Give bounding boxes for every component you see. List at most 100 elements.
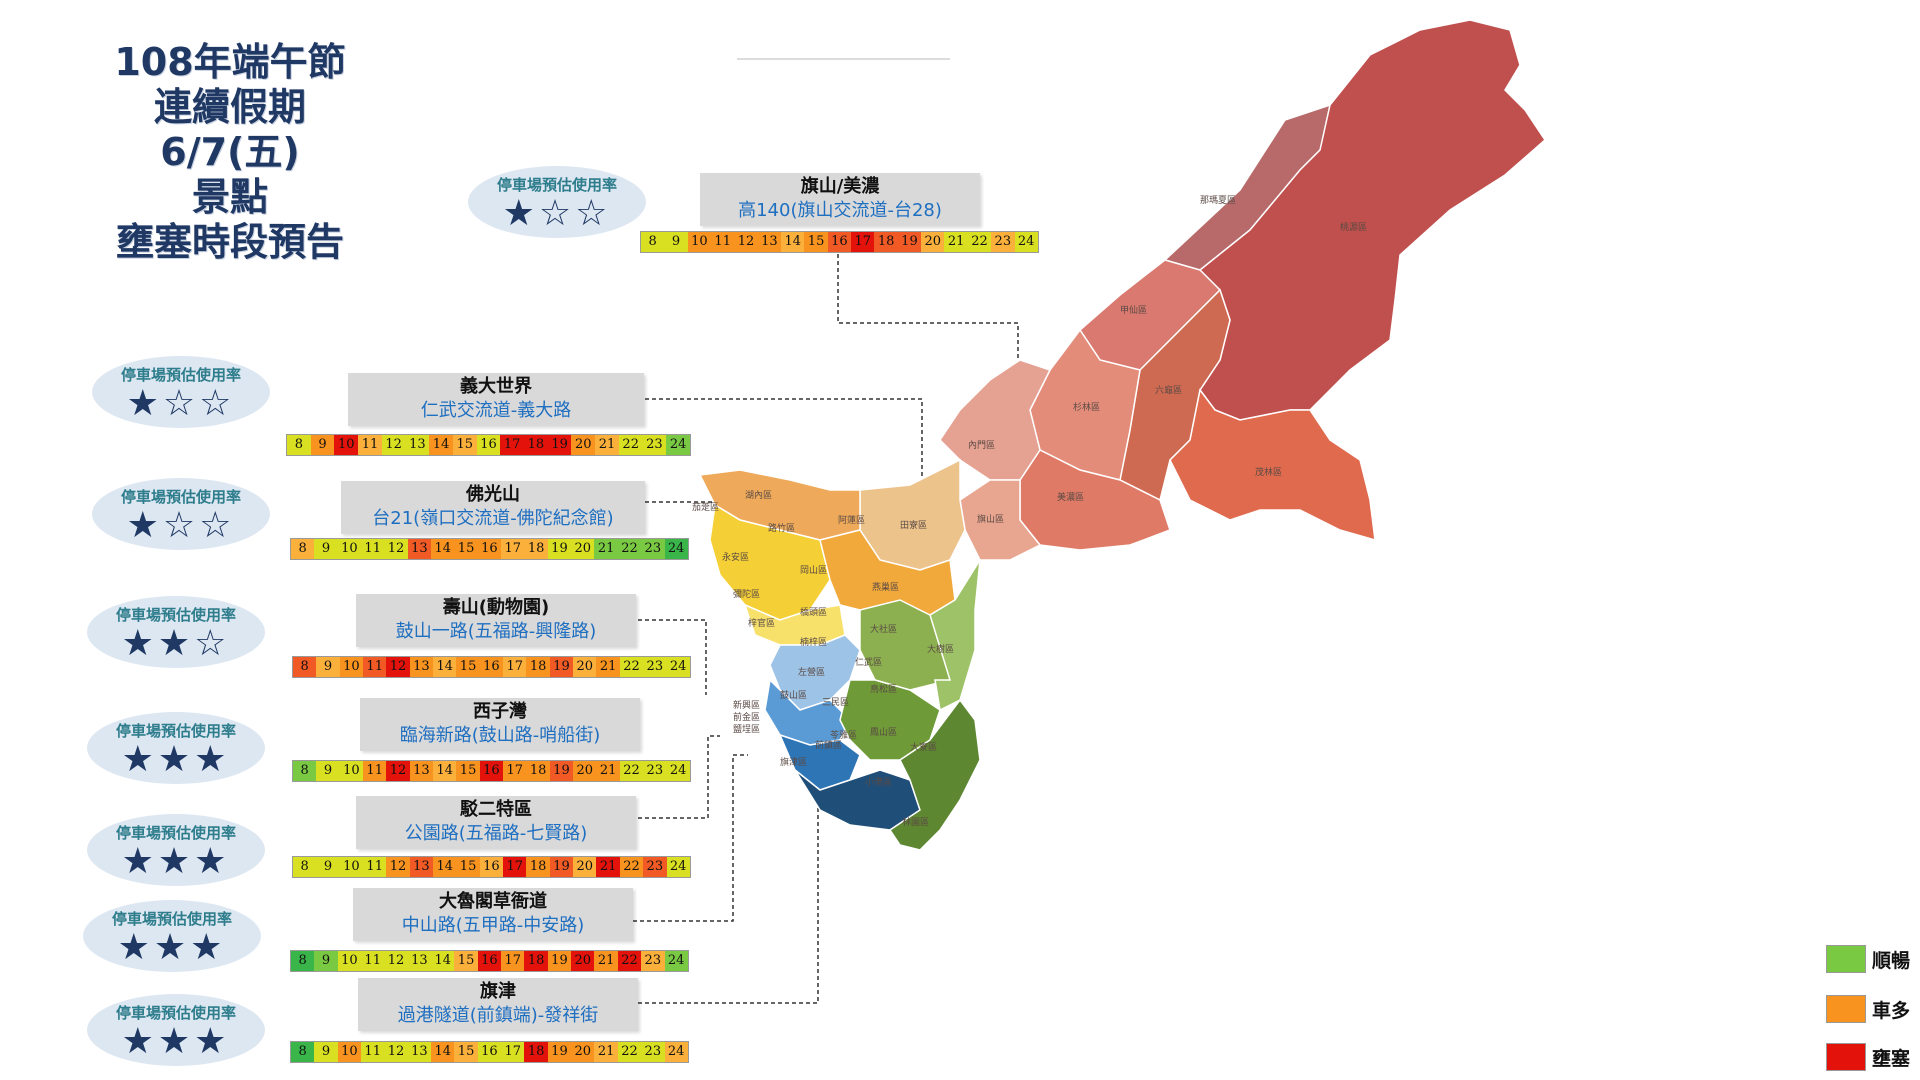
location-road: 鼓山一路(五福路-興隆路) bbox=[395, 621, 597, 642]
hour-cell: 20 bbox=[571, 539, 595, 559]
location-name: 佛光山 bbox=[466, 484, 520, 505]
connector-shoushan bbox=[638, 619, 707, 695]
hour-cell: 22 bbox=[617, 539, 642, 559]
hour-cell: 18 bbox=[524, 1042, 548, 1062]
hour-cell: 20 bbox=[573, 857, 597, 877]
hour-cell: 19 bbox=[549, 761, 574, 781]
star-rating-icon: ★☆☆ bbox=[502, 193, 612, 234]
hour-cell: 10 bbox=[339, 761, 364, 781]
hour-cell: 15 bbox=[454, 539, 478, 559]
hour-cell: 10 bbox=[687, 232, 712, 252]
location-road: 仁武交流道-義大路 bbox=[420, 400, 572, 421]
svg-text:大樹區: 大樹區 bbox=[927, 643, 954, 655]
location-road: 過港隧道(前鎮端)-發祥街 bbox=[397, 1005, 599, 1026]
svg-text:鼓山區: 鼓山區 bbox=[780, 689, 807, 701]
hour-cell: 9 bbox=[316, 857, 340, 877]
hour-cell: 11 bbox=[711, 232, 735, 252]
svg-text:小港區: 小港區 bbox=[865, 776, 892, 788]
hour-cell: 14 bbox=[433, 857, 457, 877]
svg-text:旗津區: 旗津區 bbox=[780, 756, 807, 768]
hour-cell: 24 bbox=[1014, 232, 1038, 252]
hour-cell: 16 bbox=[477, 1042, 502, 1062]
svg-text:永安區: 永安區 bbox=[722, 551, 749, 563]
hour-cell: 8 bbox=[293, 761, 317, 781]
hour-cell: 10 bbox=[337, 951, 362, 971]
hour-cell: 24 bbox=[664, 539, 688, 559]
connector-qijin bbox=[638, 760, 819, 1004]
hour-cell: 12 bbox=[734, 232, 758, 252]
parking-rating-qijin: 停車場預估使用率 ★★★ bbox=[87, 994, 265, 1066]
hour-cell: 10 bbox=[334, 435, 359, 455]
hour-cell: 11 bbox=[363, 857, 387, 877]
hour-cell: 11 bbox=[363, 657, 387, 677]
legend-label-jam: 壅塞 bbox=[1872, 1048, 1911, 1070]
hour-cell: 21 bbox=[595, 435, 619, 455]
hour-cell: 11 bbox=[361, 539, 385, 559]
parking-rating-foguang: 停車場預估使用率 ★☆☆ bbox=[92, 478, 270, 550]
star-rating-icon: ★☆☆ bbox=[126, 383, 236, 424]
hour-cell: 14 bbox=[429, 435, 453, 455]
hour-cell: 14 bbox=[431, 539, 455, 559]
location-box-shoushan: 壽山(動物園) 鼓山一路(五福路-興隆路) bbox=[356, 594, 636, 647]
hour-cell: 24 bbox=[664, 951, 688, 971]
hour-cell: 24 bbox=[666, 761, 690, 781]
hour-cell: 14 bbox=[431, 951, 455, 971]
legend-label-busy: 車多 bbox=[1872, 1000, 1911, 1022]
hour-cell: 12 bbox=[386, 857, 410, 877]
location-name: 大魯閣草衙道 bbox=[439, 891, 547, 912]
hour-cell: 21 bbox=[596, 657, 620, 677]
legend-swatch-busy bbox=[1826, 995, 1866, 1023]
hour-cell: 14 bbox=[781, 232, 805, 252]
hour-cell: 10 bbox=[337, 539, 362, 559]
hour-cell: 17 bbox=[501, 539, 525, 559]
hour-cell: 15 bbox=[452, 435, 477, 455]
hour-cell: 21 bbox=[594, 539, 618, 559]
hour-bar-foguang: 8 9 10 11 12 13 14 15 16 17 18 19 20 21 22 23 24 bbox=[290, 538, 689, 560]
hour-cell: 16 bbox=[479, 761, 504, 781]
hour-cell: 18 bbox=[526, 857, 550, 877]
hour-cell: 15 bbox=[804, 232, 828, 252]
hour-cell: 17 bbox=[500, 435, 525, 455]
parking-rating-label: 停車場預估使用率 bbox=[496, 176, 617, 194]
location-box-xiziwan: 西子灣 臨海新路(鼓山路-哨船街) bbox=[360, 698, 640, 751]
hour-cell: 20 bbox=[571, 951, 595, 971]
connector-dalu bbox=[633, 754, 748, 922]
hour-cell: 12 bbox=[384, 951, 408, 971]
location-name: 旗津 bbox=[480, 981, 516, 1002]
hour-cell: 8 bbox=[287, 435, 311, 455]
district-dashu bbox=[929, 559, 981, 712]
hour-cell: 19 bbox=[549, 657, 574, 677]
hour-cell: 9 bbox=[314, 539, 338, 559]
svg-text:那瑪夏區: 那瑪夏區 bbox=[1200, 195, 1236, 206]
svg-text:湖內區: 湖內區 bbox=[745, 490, 772, 501]
hour-cell: 11 bbox=[363, 761, 387, 781]
svg-text:阿蓮區: 阿蓮區 bbox=[838, 514, 865, 526]
hour-cell: 16 bbox=[479, 857, 504, 877]
hour-cell: 13 bbox=[409, 761, 434, 781]
svg-text:仁武區: 仁武區 bbox=[855, 656, 882, 668]
title-line-holiday: 108年端午節 bbox=[114, 40, 346, 84]
hour-cell: 24 bbox=[666, 657, 690, 677]
svg-text:大寮區: 大寮區 bbox=[910, 741, 937, 753]
location-name: 義大世界 bbox=[460, 376, 532, 397]
hour-cell: 12 bbox=[381, 435, 406, 455]
hour-cell: 22 bbox=[619, 657, 644, 677]
hour-cell: 22 bbox=[967, 232, 992, 252]
hour-cell: 23 bbox=[641, 951, 665, 971]
hour-cell: 16 bbox=[479, 657, 504, 677]
location-box-qishan: 旗山/美濃 高140(旗山交流道-台28) bbox=[700, 173, 980, 226]
hour-bar-yida: 8 9 10 11 12 13 14 15 16 17 18 19 20 21 22 23 24 bbox=[286, 434, 691, 456]
hour-cell: 24 bbox=[664, 1042, 688, 1062]
hour-cell: 15 bbox=[456, 857, 480, 877]
hour-cell: 19 bbox=[547, 951, 572, 971]
hour-bar-qijin: 8 9 10 11 12 13 14 15 16 17 18 19 20 21 22 23 24 bbox=[290, 1041, 689, 1063]
parking-rating-dalu: 停車場預估使用率 ★★★ bbox=[83, 900, 261, 972]
hour-cell: 18 bbox=[526, 761, 550, 781]
svg-text:茄萣區: 茄萣區 bbox=[692, 501, 719, 513]
hour-cell: 19 bbox=[897, 232, 922, 252]
location-road: 高140(旗山交流道-台28) bbox=[738, 200, 942, 221]
hour-cell: 22 bbox=[618, 435, 643, 455]
hour-cell: 13 bbox=[757, 232, 782, 252]
hour-cell: 9 bbox=[664, 232, 688, 252]
svg-text:梓官區: 梓官區 bbox=[748, 617, 775, 629]
